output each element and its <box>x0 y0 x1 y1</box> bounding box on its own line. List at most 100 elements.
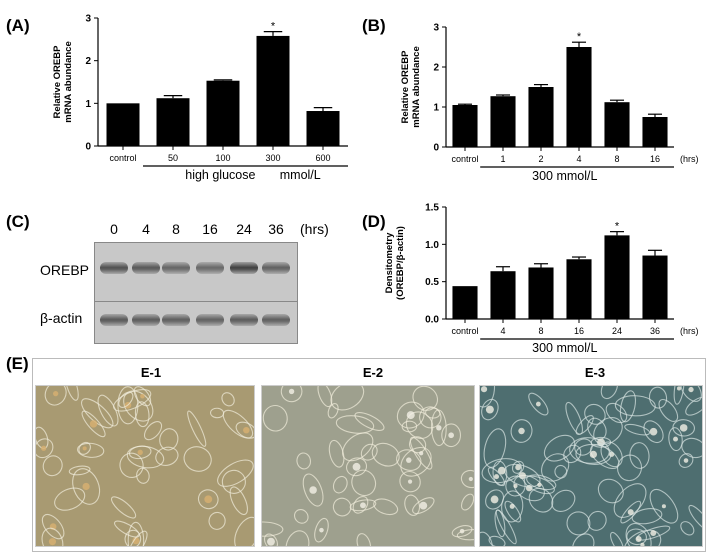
cell-outline <box>481 398 499 421</box>
cell-outline <box>505 475 526 497</box>
chart-d: 0.0 0.5 1.0 1.5 control 4 8 16 * 24 36 300 mmol/L (h… <box>384 203 699 356</box>
chart-d-ytick-label: 1.5 <box>425 203 439 214</box>
cell-nucleus <box>480 386 488 393</box>
chart-b-ylabel-2: mRNA abundance <box>411 46 422 127</box>
chart-d-xtick-label: 36 <box>650 326 660 336</box>
cell-outline <box>480 531 493 546</box>
micrograph-panel: E-1 E-2 E-3 <box>32 358 706 552</box>
cell-nucleus <box>137 449 143 456</box>
cell-nucleus <box>683 458 689 463</box>
micrograph-title-2: E-2 <box>362 365 384 380</box>
chart-d-xtick-label: 8 <box>538 326 543 336</box>
cell-outline <box>296 452 312 470</box>
cell-outline <box>408 436 427 454</box>
cell-outline <box>68 465 91 476</box>
cell-outline <box>487 467 506 487</box>
cell-outline <box>554 464 568 479</box>
cell-outline <box>625 522 652 546</box>
cell-outline <box>221 392 235 407</box>
cell-nucleus <box>468 476 473 482</box>
blot-band <box>196 262 224 274</box>
cell-outline <box>349 499 377 512</box>
cell-nucleus <box>53 390 59 397</box>
panel-label-a: (A) <box>6 16 30 35</box>
micrograph-title-3: E-3 <box>584 365 606 380</box>
blot-band <box>262 262 290 274</box>
cell-outline <box>159 428 179 451</box>
cell-outline <box>540 453 570 482</box>
chart-b-xtick-label: 4 <box>576 154 581 164</box>
chart-b-bar <box>490 96 516 147</box>
cell-nucleus <box>448 432 454 439</box>
cell-nucleus <box>41 445 47 451</box>
cell-outline <box>668 427 683 452</box>
cell-outline <box>605 402 628 424</box>
cell-outline <box>293 509 309 524</box>
cell-outline <box>123 390 154 422</box>
cell-outline <box>587 510 607 531</box>
cell-outline <box>673 386 685 405</box>
cell-outline <box>456 529 474 541</box>
chart-b-ylabel-1: Relative OREBP <box>400 50 411 124</box>
panel-label-e: (E) <box>6 354 29 373</box>
cell-nucleus <box>419 501 428 510</box>
cell-outline <box>41 527 64 546</box>
cell-outline <box>587 417 607 440</box>
chart-b-ytick-label: 2 <box>433 63 439 74</box>
chart-d-sig-mark: * <box>615 221 620 233</box>
cell-outline <box>678 453 694 468</box>
chart-b: 0 1 2 3 control 1 2 * 4 8 16 300 mmol/L (hrs) Relativ… <box>400 23 699 184</box>
cell-outline <box>187 410 207 447</box>
chart-a-ytick-label: 3 <box>85 14 91 25</box>
cell-nucleus <box>288 388 295 395</box>
cell-outline <box>262 521 284 537</box>
cell-outline <box>234 516 254 546</box>
blot-lane-label: 8 <box>172 221 180 237</box>
cell-outline <box>352 496 369 514</box>
cell-outline <box>110 496 137 519</box>
cell-outline <box>335 415 375 434</box>
cell-outline <box>643 420 664 444</box>
cell-outline <box>302 473 324 507</box>
cell-nucleus <box>352 462 361 471</box>
cell-outline <box>600 386 618 400</box>
cell-outline <box>76 442 105 458</box>
chart-d-xtick-label: 16 <box>574 326 584 336</box>
cell-outline <box>332 475 348 494</box>
chart-a-ytick-label: 2 <box>85 56 91 67</box>
blot-band <box>100 314 128 326</box>
chart-a-ylabel-1: Relative OREBP <box>52 45 63 119</box>
cell-outline <box>327 402 339 419</box>
chart-a-xtick-label: control <box>109 153 136 163</box>
cell-nucleus <box>485 405 494 414</box>
cell-outline <box>688 504 702 532</box>
micrograph-texture <box>480 386 702 546</box>
chart-d-ytick-label: 1.0 <box>425 240 439 251</box>
cell-outline <box>617 454 643 482</box>
cell-outline <box>124 529 142 546</box>
blot-band <box>196 314 224 326</box>
chart-b-bar <box>642 117 668 147</box>
cell-outline <box>208 511 226 530</box>
micrograph-background <box>262 386 474 546</box>
cell-outline <box>126 445 165 469</box>
cell-outline <box>572 533 595 546</box>
micrograph-e3 <box>479 385 703 547</box>
cell-outline <box>221 469 246 494</box>
blot-band <box>132 262 160 274</box>
cell-outline <box>262 404 288 432</box>
chart-a: 0 1 2 3 control 50 100 * 300 600 high glucose mmol… <box>52 14 348 182</box>
micrograph-e2 <box>261 385 475 547</box>
cell-outline <box>54 487 86 511</box>
cell-nucleus <box>493 474 500 480</box>
chart-a-xtick-label: 600 <box>315 153 330 163</box>
cell-outline <box>64 386 79 401</box>
cell-outline <box>78 441 91 455</box>
cell-outline <box>113 388 152 412</box>
chart-a-bar <box>206 80 240 146</box>
cell-nucleus <box>360 502 366 509</box>
chart-b-ytick-label: 1 <box>433 103 439 114</box>
chart-b-xtick-label: 16 <box>650 154 660 164</box>
cell-outline <box>72 468 101 505</box>
chart-a-ylabel-2: mRNA abundance <box>63 41 74 122</box>
